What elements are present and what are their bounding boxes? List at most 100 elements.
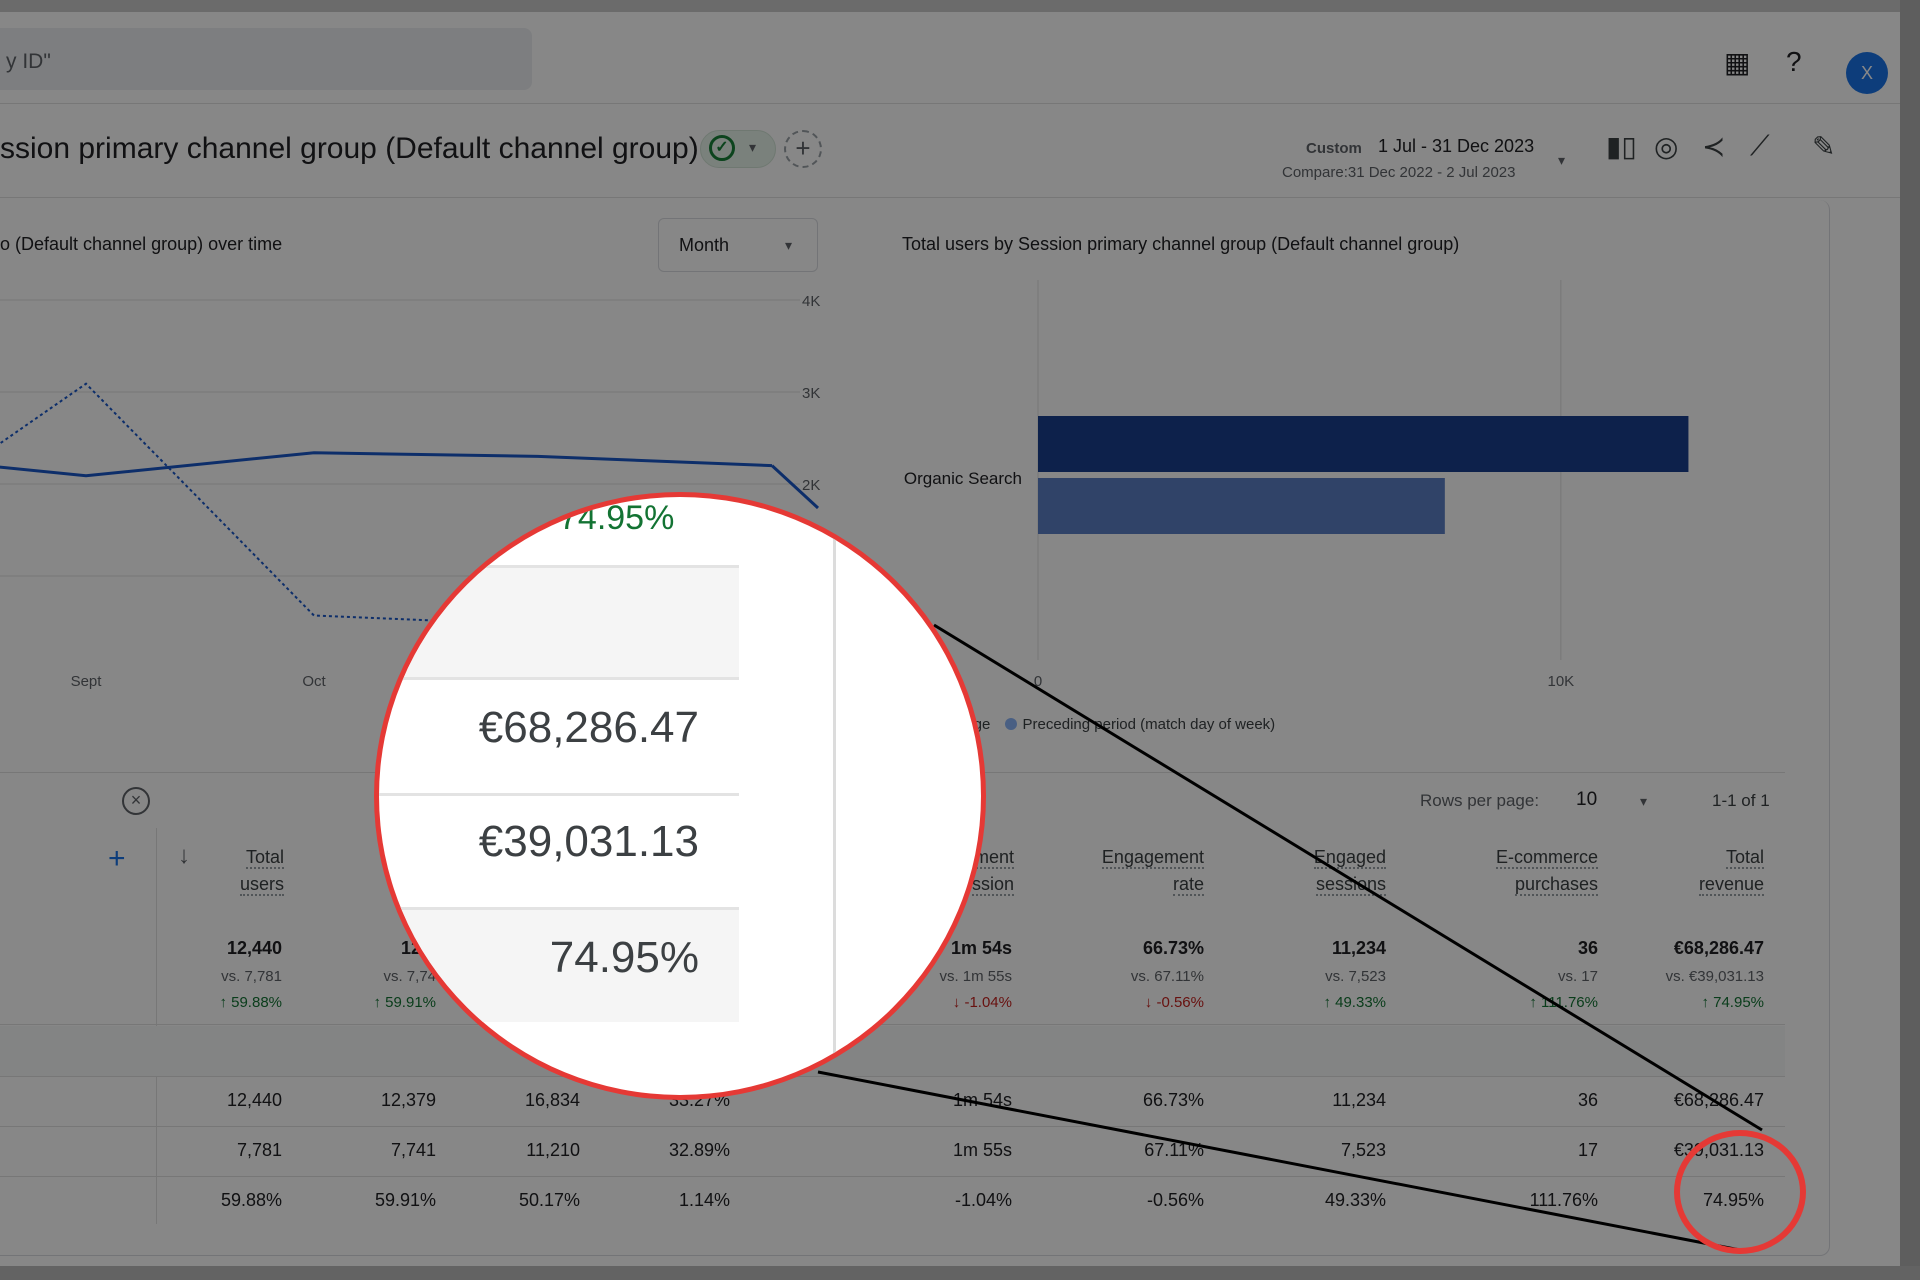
series-line-tail (770, 464, 820, 510)
series-line-current (0, 451, 773, 478)
table-cell: 49.33% (1324, 1190, 1386, 1210)
table-cell: 7,741 (390, 1140, 436, 1160)
header-engagement-rate[interactable]: Engagement rate (1101, 847, 1204, 896)
total-change: ↓ -0.56% (1144, 994, 1204, 1011)
total-comparison: vs. 7,781 (221, 968, 282, 985)
rows-per-page-label: Rows per page: (1420, 791, 1540, 810)
zoom-row-line (379, 793, 739, 796)
dimension-row (0, 1026, 1785, 1076)
zoom-revenue: €68,286.47 (478, 703, 699, 752)
check-icon: ✓ (709, 135, 735, 161)
apps-grid-icon[interactable]: ▦ (1724, 47, 1751, 78)
table-cell: 50.17% (518, 1190, 580, 1210)
page-title: ssion primary channel group (Default cha… (0, 132, 699, 165)
x-tick-label: Oct (302, 673, 326, 690)
zoom-top-value: 74.95% (559, 499, 675, 537)
share-icon[interactable]: ≺ (1702, 131, 1726, 162)
rows-per-page-select[interactable]: 10 (1576, 789, 1598, 810)
total-value: 12,440 (226, 938, 282, 958)
bar-chart-title: Total users by Session primary channel g… (902, 234, 1460, 254)
help-icon[interactable]: ? (1786, 46, 1802, 77)
add-comparison-button[interactable]: + (784, 130, 822, 168)
bar-previous (1038, 478, 1445, 534)
total-change: ↓ -1.04% (952, 994, 1012, 1011)
search-text: y ID" (6, 50, 51, 73)
zoom-row-band (379, 565, 739, 677)
edit-icon[interactable]: ✎ (1812, 131, 1836, 162)
clear-filter-icon[interactable]: × (122, 787, 150, 815)
legend-swatch (1004, 718, 1017, 730)
report-header: ssion primary channel group (Default cha… (0, 106, 1900, 198)
table-cell: €68,286.47 (1673, 1090, 1764, 1110)
x-tick-label: 0 (1034, 673, 1042, 690)
total-change: ↑ 74.95% (1701, 994, 1764, 1011)
granularity-value: Month (679, 235, 730, 255)
total-comparison: vs. 7,523 (1325, 968, 1386, 985)
table-cell: 111.76% (1529, 1190, 1598, 1210)
status-dropdown[interactable]: ✓ ▾ (700, 130, 776, 168)
table-cell: 1m 54s (952, 1090, 1012, 1110)
row-divider (0, 1024, 1785, 1025)
zoom-magnifier: 74.95% €68,286.47 €39,031.13 74.95% (374, 492, 986, 1100)
sort-desc-icon[interactable]: ↓ (178, 842, 190, 869)
top-bar: y ID" ▦ ? X (0, 12, 1900, 104)
table-cell: -1.04% (954, 1190, 1012, 1210)
total-value: 36 (1577, 938, 1598, 958)
insights-icon[interactable]: ◎ (1654, 131, 1679, 162)
bar-current (1038, 416, 1689, 472)
compare-range: Compare:31 Dec 2022 - 2 Jul 2023 (1282, 164, 1516, 181)
total-value: 1m 54s (950, 938, 1012, 958)
row-divider (0, 1176, 1785, 1177)
zoom-row-band (379, 910, 739, 1022)
table-cell: 36 (1577, 1090, 1598, 1110)
header-engaged-sessions[interactable]: Engaged sessions (1313, 847, 1386, 896)
compare-columns-icon[interactable]: ▮▯ (1606, 131, 1637, 162)
table-cell: 7,523 (1340, 1140, 1386, 1160)
header-total-revenue[interactable]: Total revenue (1698, 847, 1764, 896)
zoom-row-line (379, 907, 739, 910)
chevron-down-icon[interactable]: ▾ (1640, 793, 1648, 809)
y-tick-label: 2K (802, 477, 820, 494)
frame-border-right (1900, 0, 1920, 1280)
granularity-select[interactable]: Month ▾ (658, 218, 818, 272)
y-tick-label: 4K (802, 293, 820, 310)
trend-icon[interactable]: ⟋ (1750, 130, 1770, 161)
table-cell: 12,440 (226, 1090, 282, 1110)
total-value: 66.73% (1142, 938, 1204, 958)
total-value: 11,234 (1331, 938, 1386, 958)
legend-previous: Preceding period (match day of week) (1022, 716, 1276, 733)
x-tick-label: Sept (71, 673, 103, 690)
zoom-row-line (379, 677, 739, 680)
table-cell: 11,210 (526, 1140, 580, 1160)
table-cell: 32.89% (668, 1140, 730, 1160)
table-cell: 59.88% (220, 1190, 282, 1210)
date-range[interactable]: 1 Jul - 31 Dec 2023 (1378, 136, 1535, 156)
highlight-circle (1674, 1130, 1806, 1254)
date-dropdown-icon[interactable]: ▾ (1558, 152, 1566, 168)
search-input[interactable]: y ID" (0, 28, 532, 90)
row-divider (0, 1126, 1785, 1127)
y-tick-label: 3K (802, 385, 820, 402)
chevron-down-icon: ▾ (785, 237, 793, 253)
table-cell: 7,781 (236, 1140, 282, 1160)
total-comparison: vs. 67.11% (1130, 968, 1204, 985)
table-cell: 66.73% (1142, 1090, 1204, 1110)
table-cell: 16,834 (524, 1090, 580, 1110)
table-cell: 1.14% (678, 1190, 730, 1210)
total-comparison: vs. 1m 55s (939, 968, 1012, 985)
zoom-revenue-prev: €39,031.13 (478, 817, 699, 866)
total-comparison: vs. 17 (1557, 968, 1598, 985)
total-change: ↑ 49.33% (1323, 994, 1386, 1011)
category-label: Organic Search (904, 469, 1022, 488)
header-total-users[interactable]: Total users (239, 847, 284, 896)
add-dimension-icon[interactable]: + (108, 842, 126, 875)
total-change: ↑ 111.76% (1529, 994, 1598, 1011)
header-ecommerce-purchases[interactable]: E-commerce purchases (1495, 847, 1598, 896)
table-cell: -0.56% (1146, 1190, 1204, 1210)
bar-chart-legend: range Preceding period (match day of wee… (952, 716, 1275, 733)
avatar[interactable]: X (1846, 52, 1888, 94)
table-cell: 11,234 (1332, 1090, 1386, 1110)
zoom-row-line (379, 565, 739, 568)
